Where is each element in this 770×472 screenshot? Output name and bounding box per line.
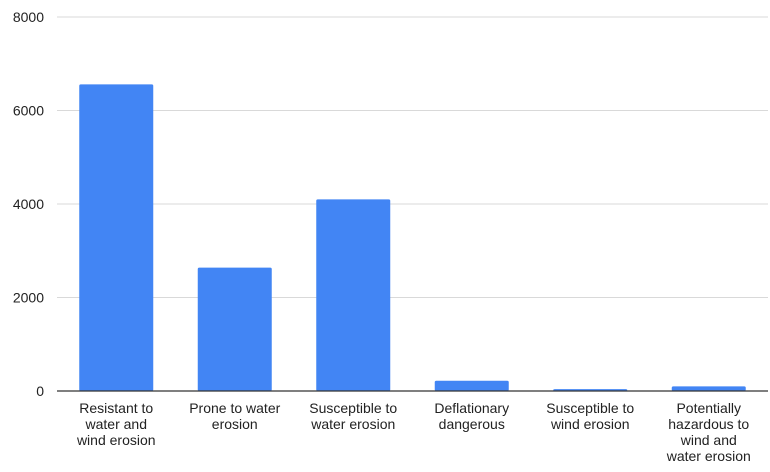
bar-2 [197, 267, 272, 391]
x-category-label-line: water and [85, 416, 147, 432]
x-category-label-line: water erosion [310, 416, 395, 432]
x-category-label: Potentially hazardous to wind and water ero… [666, 400, 751, 464]
y-tick-label: 0 [36, 383, 44, 399]
y-tick-label: 8000 [13, 9, 44, 25]
x-category-label: Resistant to water and wind erosion [76, 400, 156, 448]
y-axis-tick-labels: 0 2000 4000 6000 8000 [13, 9, 44, 399]
x-category-label-line: water erosion [666, 448, 751, 464]
y-tick-label: 4000 [13, 196, 44, 212]
x-category-label-line: wind and [680, 432, 737, 448]
x-category-label-line: wind erosion [550, 416, 630, 432]
x-category-label: Prone to water erosion [189, 400, 280, 432]
x-category-label: Deflationary dangerous [434, 400, 509, 432]
y-tick-label: 6000 [13, 103, 44, 119]
y-tick-label: 2000 [13, 290, 44, 306]
bar-3 [316, 199, 391, 391]
x-category-label-line: Susceptible to [546, 400, 634, 416]
bar-1 [79, 84, 154, 391]
bars [79, 84, 746, 391]
x-category-label-line: Prone to water [189, 400, 280, 416]
x-category-label-line: Susceptible to [309, 400, 397, 416]
x-category-label-line: erosion [212, 416, 258, 432]
x-category-label: Susceptible to wind erosion [546, 400, 634, 432]
bar-4 [434, 380, 509, 391]
x-category-label-line: dangerous [439, 416, 505, 432]
x-category-label-line: Potentially [676, 400, 741, 416]
x-category-label-line: wind erosion [76, 432, 156, 448]
gridlines [57, 16, 768, 298]
x-category-label-line: Deflationary [434, 400, 509, 416]
x-category-label: Susceptible to water erosion [309, 400, 397, 432]
x-category-label-line: Resistant to [79, 400, 153, 416]
x-category-label-line: hazardous to [668, 416, 749, 432]
bar-6 [671, 386, 746, 391]
